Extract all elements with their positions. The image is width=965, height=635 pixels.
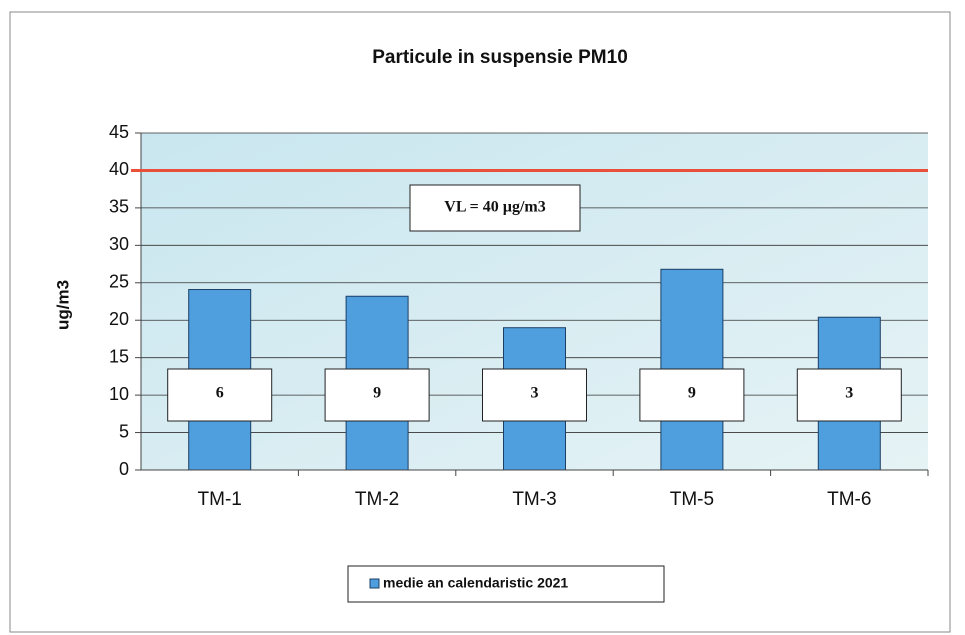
legend-label: medie an calendaristic 2021 <box>383 575 568 591</box>
y-tick-label: 20 <box>109 309 129 329</box>
x-tick-label: TM-5 <box>670 489 714 510</box>
y-tick-label: 40 <box>109 159 129 179</box>
count-box <box>167 368 273 422</box>
y-tick-label: 15 <box>109 346 129 366</box>
count-label: 9 <box>688 385 696 402</box>
reference-box <box>409 184 581 232</box>
x-tick-label: TM-6 <box>827 489 871 510</box>
chart-title: Particule in suspensie PM10 <box>372 47 628 68</box>
y-tick-label: 10 <box>109 384 129 404</box>
y-tick-label: 45 <box>109 122 129 142</box>
legend-box <box>347 565 665 603</box>
y-axis-label: ug/m3 <box>53 280 72 330</box>
count-box <box>482 368 587 422</box>
count-label: 3 <box>845 385 853 402</box>
x-tick-label: TM-2 <box>355 489 399 510</box>
x-tick-label: TM-3 <box>512 489 556 510</box>
count-box <box>639 368 745 422</box>
reference-label: VL = 40 µg/m3 <box>444 199 545 216</box>
count-box <box>324 368 430 422</box>
y-tick-label: 35 <box>109 197 129 217</box>
count-label: 9 <box>373 385 381 402</box>
count-box <box>796 368 902 422</box>
count-label: 3 <box>531 385 539 402</box>
y-tick-label: 5 <box>119 421 129 441</box>
y-tick-label: 0 <box>119 459 129 479</box>
y-tick-label: 30 <box>109 234 129 254</box>
legend-swatch <box>369 578 380 589</box>
x-tick-label: TM-1 <box>198 489 242 510</box>
y-tick-label: 25 <box>109 272 129 292</box>
count-label: 6 <box>216 385 224 402</box>
